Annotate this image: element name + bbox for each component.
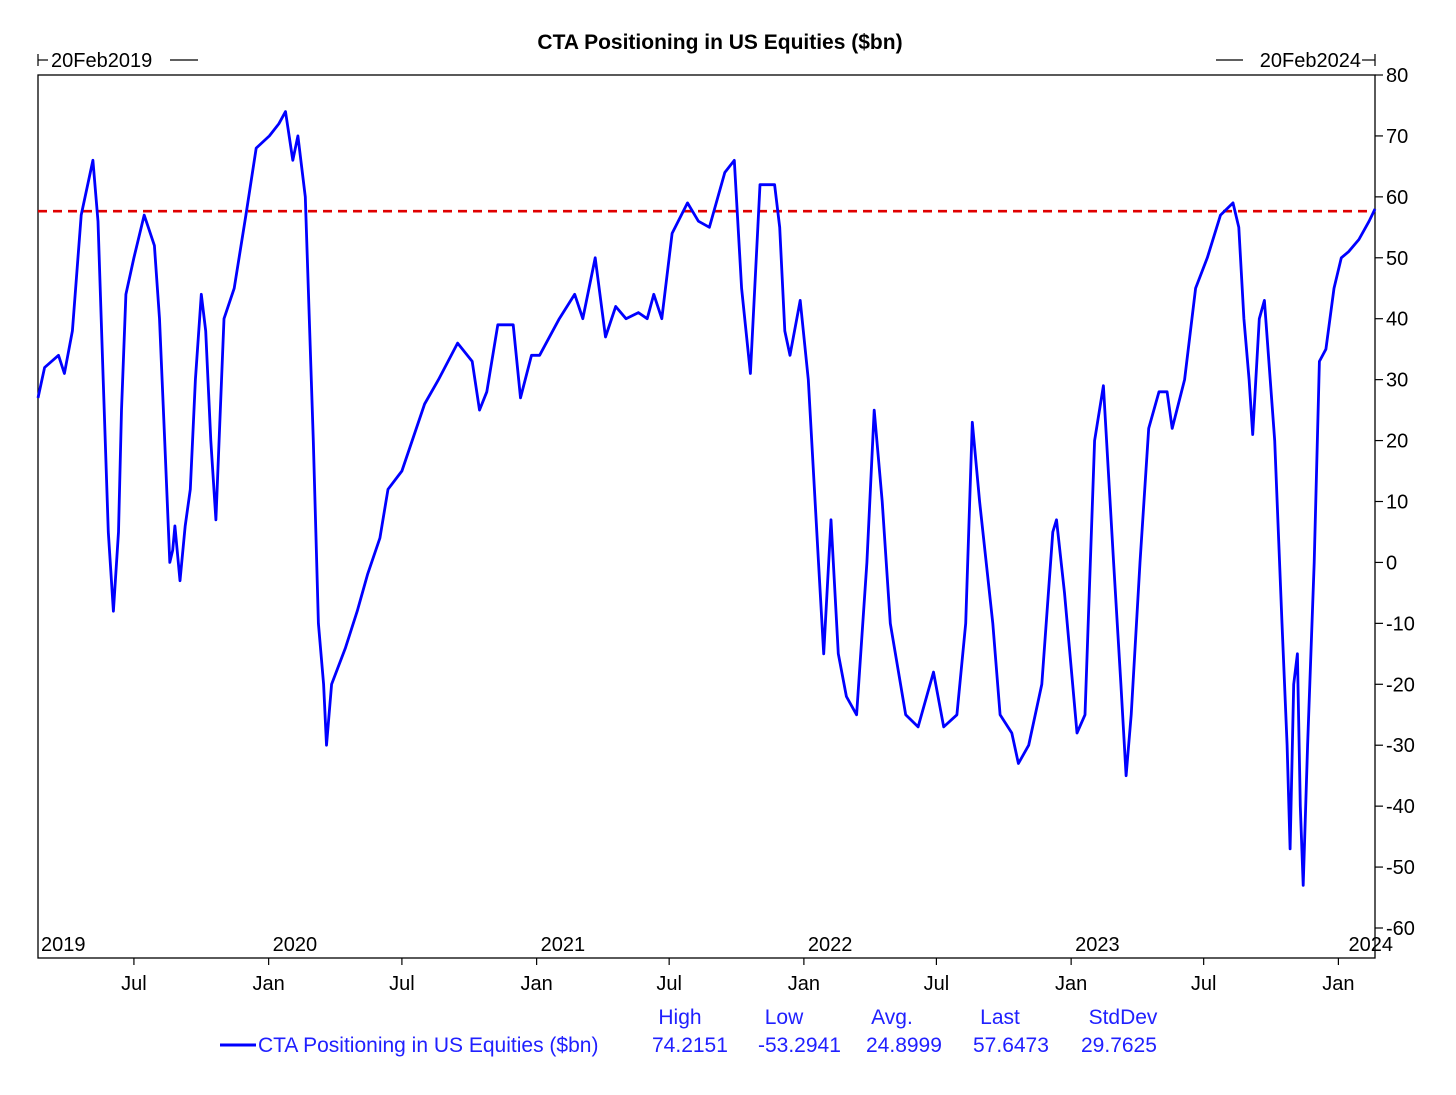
x-year-label: 2022 xyxy=(808,934,853,956)
legend-header-last: Last xyxy=(980,1006,1020,1029)
legend-series-label: CTA Positioning in US Equities ($bn) xyxy=(258,1034,598,1057)
x-year-label: 2020 xyxy=(273,934,318,956)
legend-value-stddev: 29.7625 xyxy=(1081,1034,1157,1057)
y-tick-label: -20 xyxy=(1386,674,1415,696)
y-tick-label: -30 xyxy=(1386,735,1415,757)
y-tick-label: -60 xyxy=(1386,918,1415,940)
y-tick-label: -10 xyxy=(1386,613,1415,635)
plot-frame xyxy=(37,74,1376,959)
legend-value-high: 74.2151 xyxy=(652,1034,728,1057)
legend-value-low: -53.2941 xyxy=(758,1034,841,1057)
y-tick-label: 30 xyxy=(1386,370,1408,392)
x-month-label: Jul xyxy=(656,973,682,995)
y-tick-label: -50 xyxy=(1386,857,1415,879)
x-month-label: Jul xyxy=(1191,973,1217,995)
start-date-marker: 20Feb2019 xyxy=(37,50,198,72)
x-month-label: Jul xyxy=(121,973,147,995)
series-line xyxy=(36,110,1377,887)
legend-header-high: High xyxy=(658,1006,701,1029)
legend-value-avg: 24.8999 xyxy=(866,1034,942,1057)
x-month-label: Jan xyxy=(1322,973,1354,995)
x-year-label: 2023 xyxy=(1075,934,1120,956)
y-tick-label: 70 xyxy=(1386,126,1408,148)
x-month-label: Jan xyxy=(1055,973,1087,995)
y-tick-label: 10 xyxy=(1386,492,1408,514)
x-month-label: Jan xyxy=(788,973,820,995)
legend-header-low: Low xyxy=(765,1006,804,1029)
x-year-label: 2019 xyxy=(41,934,86,956)
x-month-label: Jul xyxy=(389,973,415,995)
chart-title: CTA Positioning in US Equities ($bn) xyxy=(537,31,902,54)
legend-value-last: 57.6473 xyxy=(973,1034,1049,1057)
y-tick-label: 80 xyxy=(1386,65,1408,87)
y-tick-label: 60 xyxy=(1386,187,1408,209)
legend-header-stddev: StdDev xyxy=(1089,1006,1158,1029)
series-line-group xyxy=(36,110,1377,887)
x-axis: Jul Jan Jul Jan Jul Jan Jul Jan Jul Jan 2019 2020 20… xyxy=(41,934,1393,995)
y-tick-label: -40 xyxy=(1386,796,1415,818)
y-tick-label: 50 xyxy=(1386,248,1408,270)
y-axis: 80 70 60 50 40 30 20 10 0 -10 -20 -30 -40 -50 -60 xyxy=(1375,65,1415,940)
y-tick-label: 20 xyxy=(1386,431,1408,453)
legend: High Low Avg. Last StdDev CTA Positionin… xyxy=(220,1006,1158,1057)
x-month-label: Jan xyxy=(253,973,285,995)
end-date-marker: 20Feb2024 xyxy=(1216,50,1376,72)
x-year-label: 2024 xyxy=(1349,934,1394,956)
y-tick-label: 40 xyxy=(1386,309,1408,331)
end-date-label: 20Feb2024 xyxy=(1260,50,1361,72)
start-date-label: 20Feb2019 xyxy=(51,50,152,72)
x-month-label: Jul xyxy=(924,973,950,995)
y-tick-label: 0 xyxy=(1386,552,1397,574)
x-month-label: Jan xyxy=(521,973,553,995)
x-year-label: 2021 xyxy=(541,934,586,956)
legend-header-avg: Avg. xyxy=(871,1006,913,1029)
